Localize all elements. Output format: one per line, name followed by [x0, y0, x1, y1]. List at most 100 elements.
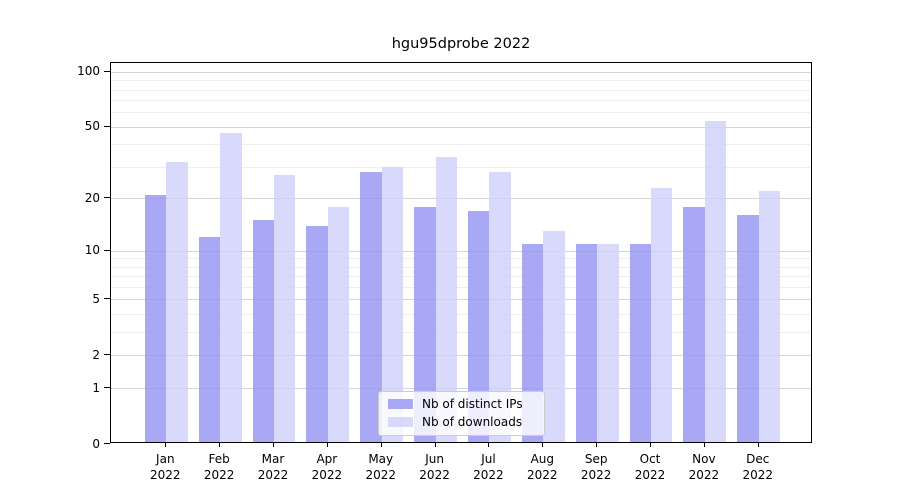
x-label-year-dec: 2022: [742, 468, 773, 482]
bar-may-distinct-ips: [360, 172, 382, 442]
legend-entry-distinct-ips: Nb of distinct IPs: [388, 397, 535, 411]
x-label-month-feb: Feb: [208, 452, 230, 466]
major-gridline-100: [111, 71, 811, 73]
x-tick-label-oct: Oct 2022: [619, 451, 681, 483]
x-tick-label-jun: Jun 2022: [404, 451, 466, 483]
bar-jan-downloads: [166, 161, 188, 442]
x-label-year-mar: 2022: [257, 468, 289, 482]
x-tick-oct: [650, 443, 651, 447]
x-tick-apr: [326, 443, 328, 447]
bar-jan-distinct-ips: [144, 194, 167, 442]
x-tick-feb: [219, 443, 221, 447]
minor-gridline-90: [111, 80, 811, 82]
x-tick-jan: [165, 443, 167, 447]
minor-gridline-3: [111, 332, 811, 334]
bar-nov-downloads: [704, 120, 727, 442]
major-gridline-5: [111, 299, 811, 301]
x-label-year-jul: 2022: [473, 468, 504, 482]
legend-swatch-downloads: [388, 417, 413, 427]
x-label-year-apr: 2022: [311, 468, 343, 482]
x-label-year-sep: 2022: [580, 468, 612, 482]
x-tick-label-may: May 2022: [350, 451, 412, 483]
major-gridline-10: [111, 250, 811, 252]
y-tick-50: [104, 125, 110, 127]
bar-nov-distinct-ips: [683, 206, 705, 442]
y-tick-label-5: 5: [92, 291, 100, 306]
x-label-year-jun: 2022: [419, 468, 450, 482]
bar-jun-distinct-ips: [414, 206, 436, 442]
x-label-year-feb: 2022: [203, 468, 235, 482]
y-tick-label-1: 1: [92, 380, 100, 395]
minor-gridline-30: [111, 167, 811, 168]
y-tick-2: [104, 354, 110, 356]
x-tick-label-mar: Mar 2022: [242, 451, 304, 483]
y-tick-5: [104, 298, 110, 300]
x-label-month-oct: Oct: [639, 452, 661, 466]
minor-gridline-60: [111, 112, 811, 114]
y-tick-label-50: 50: [84, 119, 100, 134]
y-tick-label-0: 0: [92, 436, 100, 451]
x-tick-label-jan: Jan 2022: [134, 451, 196, 483]
bar-feb-distinct-ips: [198, 237, 221, 442]
y-tick-label-20: 20: [84, 190, 100, 205]
bar-oct-distinct-ips: [629, 243, 651, 442]
bar-sep-downloads: [597, 243, 619, 442]
minor-gridline-70: [111, 100, 811, 102]
x-label-month-may: May: [368, 452, 394, 466]
x-tick-label-sep: Sep 2022: [565, 451, 627, 483]
bar-mar-distinct-ips: [252, 220, 274, 442]
y-tick-20: [104, 197, 110, 199]
bar-feb-downloads: [220, 133, 242, 442]
major-gridline-2: [111, 355, 811, 357]
minor-gridline-6: [111, 287, 811, 289]
bar-aug-downloads: [543, 231, 565, 442]
x-label-month-aug: Aug: [530, 452, 555, 466]
x-tick-jun: [434, 443, 436, 447]
bar-dec-downloads: [758, 191, 781, 442]
x-tick-dec: [757, 443, 759, 447]
y-tick-label-2: 2: [92, 347, 100, 362]
bar-jul-distinct-ips: [468, 210, 490, 442]
minor-gridline-40: [111, 144, 811, 146]
y-tick-0: [104, 443, 110, 444]
y-tick-10: [104, 249, 110, 251]
x-label-month-apr: Apr: [316, 452, 338, 466]
y-tick-100: [104, 70, 110, 72]
x-label-month-nov: Nov: [692, 452, 716, 466]
legend-label-distinct-ips: Nb of distinct IPs: [422, 397, 523, 411]
bar-dec-distinct-ips: [737, 215, 759, 442]
x-label-month-dec: Dec: [746, 452, 770, 466]
chart-legend: Nb of distinct IPs Nb of downloads: [378, 391, 545, 436]
x-label-year-oct: 2022: [634, 468, 666, 482]
x-label-year-may: 2022: [365, 468, 396, 482]
chart-title: hgu95dprobe 2022: [391, 36, 531, 52]
bar-apr-distinct-ips: [306, 225, 328, 442]
minor-gridline-7: [111, 276, 811, 278]
y-tick-1: [104, 387, 110, 389]
x-tick-label-apr: Apr 2022: [296, 451, 358, 483]
minor-gridline-80: [111, 89, 811, 91]
x-tick-sep: [596, 443, 598, 447]
y-tick-label-100: 100: [77, 64, 100, 79]
bar-may-downloads: [381, 167, 404, 442]
x-label-month-jun: Jun: [425, 452, 444, 466]
x-tick-nov: [703, 443, 705, 447]
x-tick-label-aug: Aug 2022: [511, 451, 573, 483]
bar-jul-downloads: [489, 172, 511, 442]
x-label-year-nov: 2022: [688, 468, 720, 482]
y-tick-label-10: 10: [84, 243, 100, 258]
x-label-month-jan: Jan: [156, 452, 175, 466]
bar-mar-downloads: [274, 175, 296, 442]
legend-entry-downloads: Nb of downloads: [388, 415, 535, 429]
x-tick-jul: [488, 443, 490, 447]
x-label-year-aug: 2022: [527, 468, 558, 482]
x-label-month-jul: Jul: [481, 452, 496, 466]
plot-area: [110, 62, 812, 443]
x-tick-label-dec: Dec 2022: [727, 451, 789, 483]
bar-oct-downloads: [651, 187, 673, 442]
bar-jun-downloads: [435, 157, 457, 442]
x-label-month-sep: Sep: [584, 452, 608, 466]
minor-gridline-8: [111, 266, 811, 268]
x-tick-label-jul: Jul 2022: [457, 451, 519, 483]
